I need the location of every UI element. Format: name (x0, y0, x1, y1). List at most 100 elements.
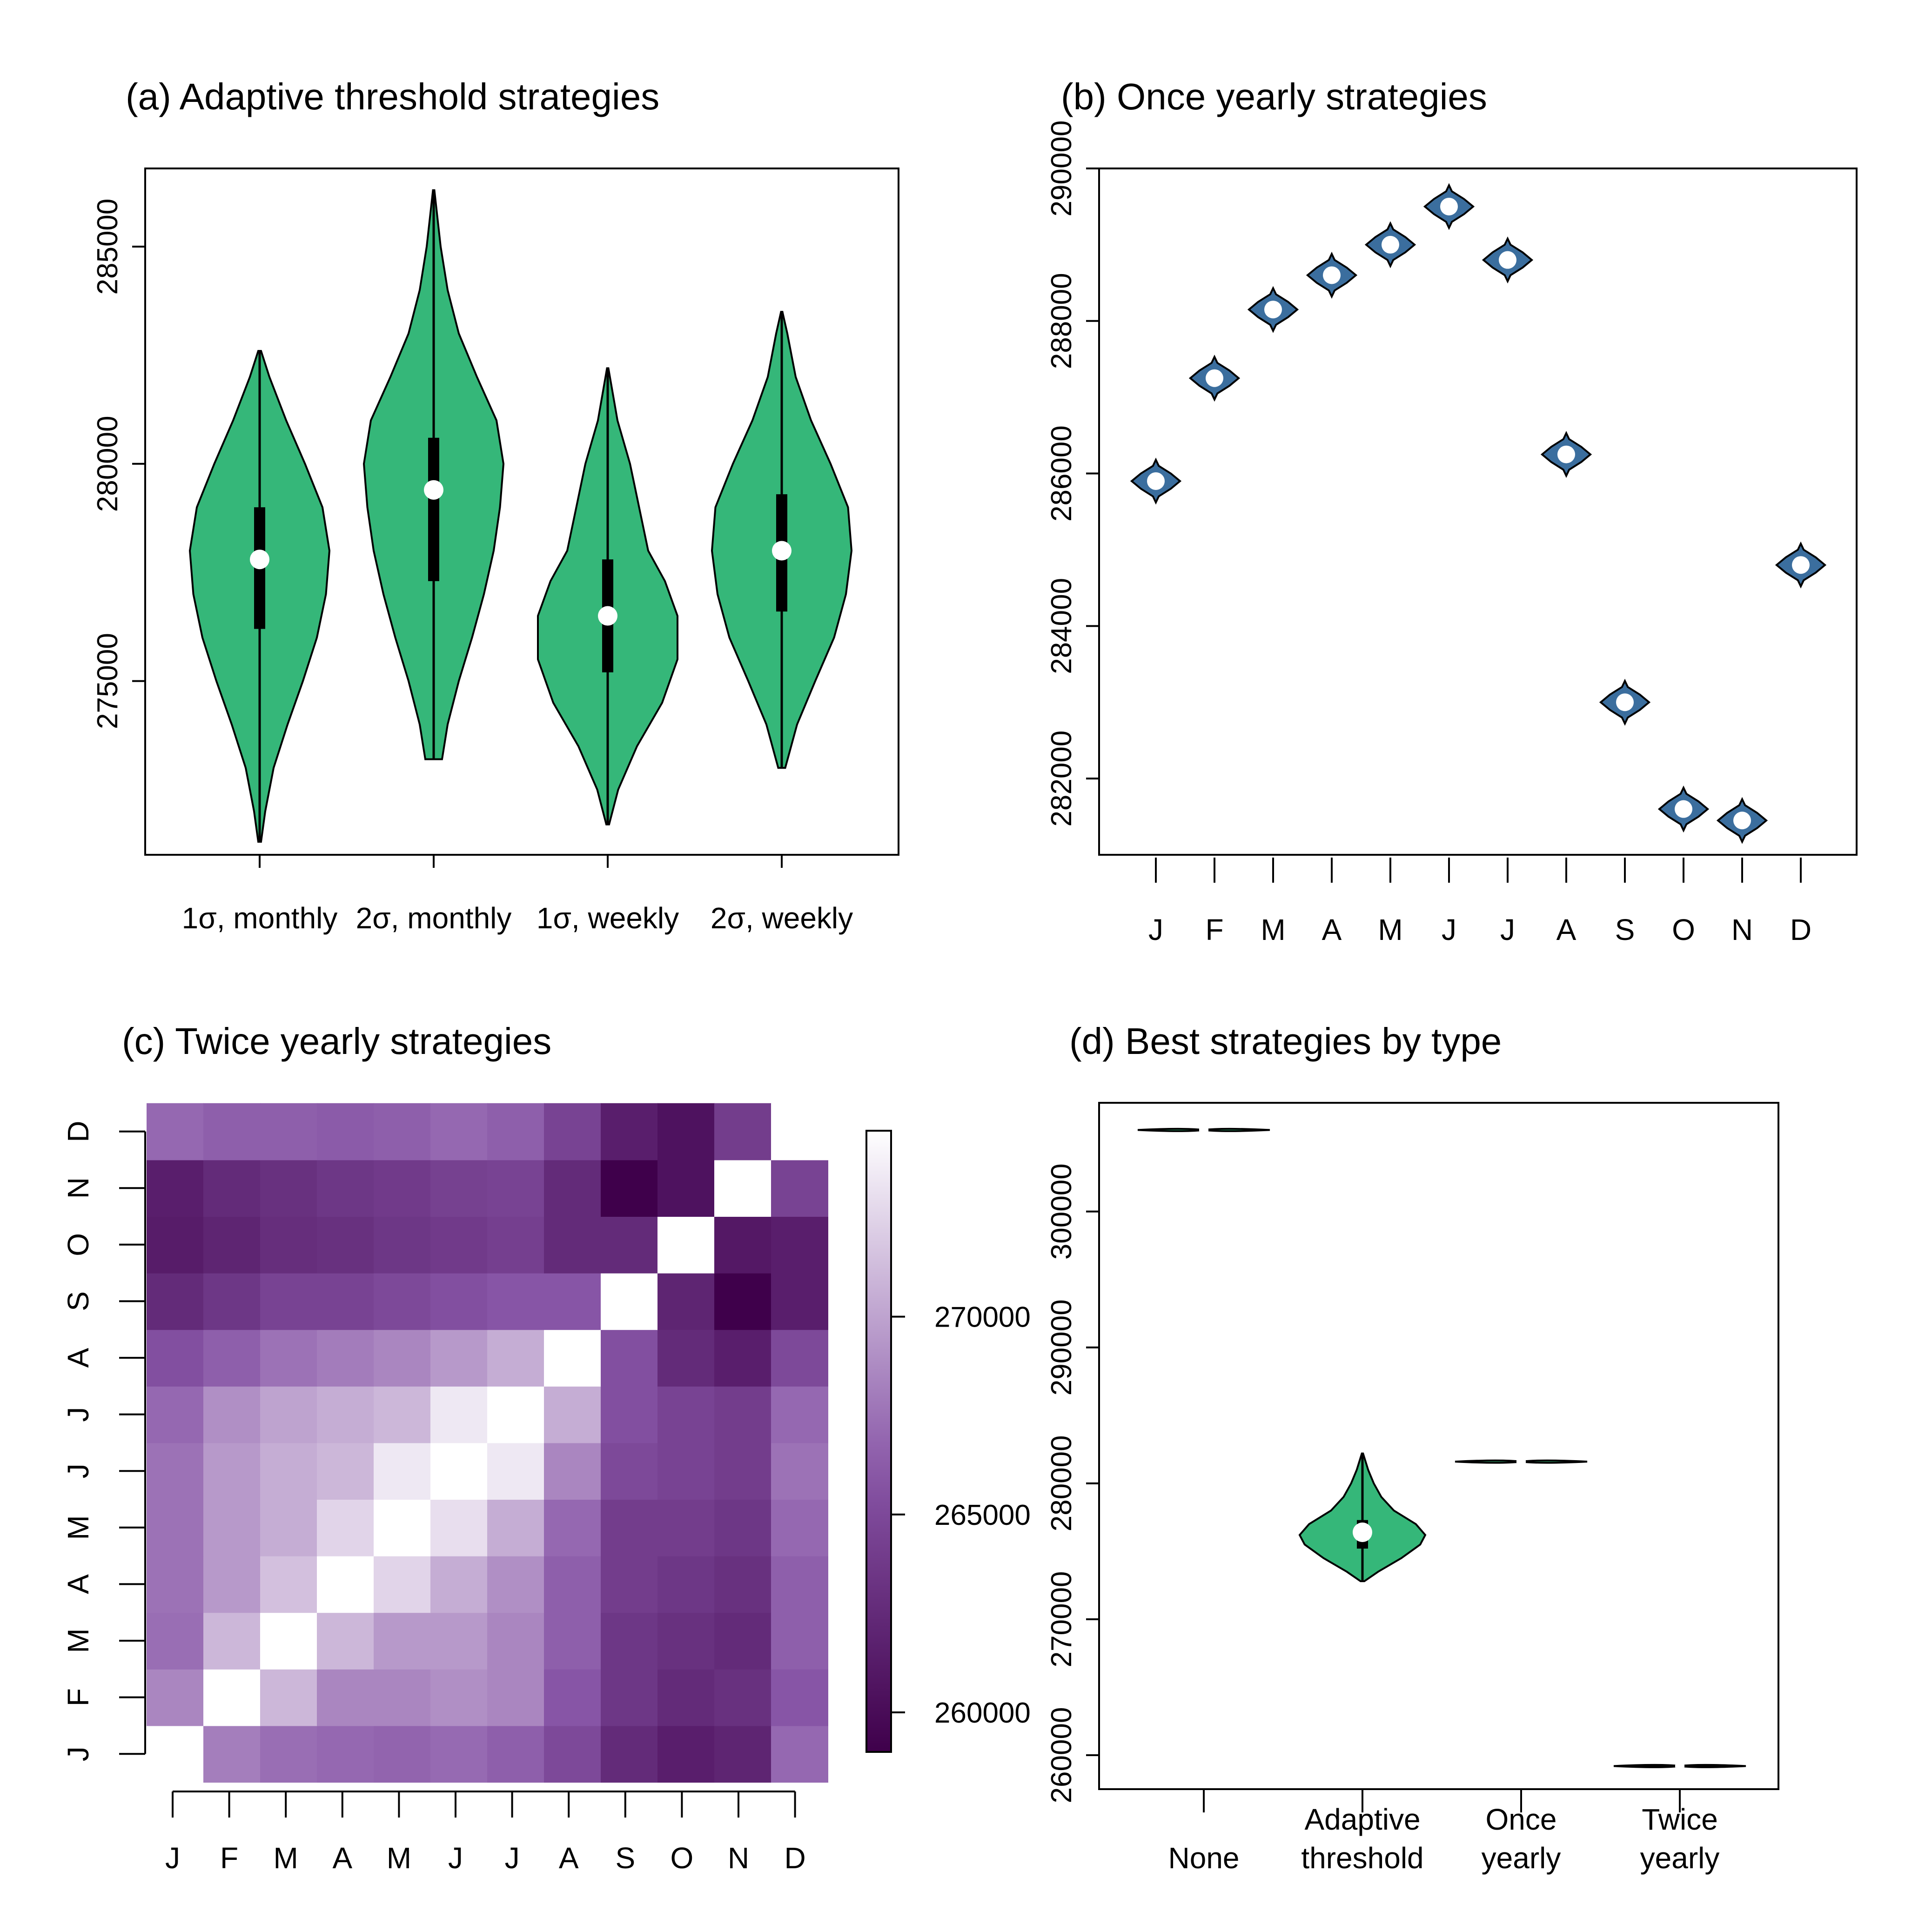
panel-b-ytick-label: 284000 (1046, 578, 1078, 674)
panel-c-ytick-label: A (61, 1348, 95, 1368)
panel-c-heat-cell (260, 1442, 317, 1500)
panel-b-xtick-label: J (1500, 913, 1515, 946)
panel-c-ytick-label: A (61, 1574, 95, 1594)
panel-c-heat-cell (601, 1160, 658, 1217)
panel-c-heat-cell (714, 1556, 771, 1613)
panel-b-xtick-label: J (1148, 913, 1163, 946)
panel-c-heat-cell (657, 1612, 715, 1670)
panel-b-xtick-label: M (1378, 913, 1402, 946)
panel-b-ytick-label: 290000 (1046, 121, 1078, 217)
panel-a-median-point (772, 541, 792, 561)
panel-c-ytick-label: M (61, 1628, 95, 1653)
panel-a-iqr-box (428, 437, 439, 581)
panel-c-heat-cell (317, 1442, 374, 1500)
panel-c-heat-cell (374, 1499, 431, 1556)
panel-c-heat-cell (657, 1442, 715, 1500)
panel-c-heat-cell (260, 1499, 317, 1556)
panel-b-median-point (1382, 235, 1399, 254)
panel-d-xtick-label: threshold (1301, 1841, 1423, 1875)
panel-c-ytick-label: J (61, 1407, 95, 1422)
panel-c-heat-cell (657, 1499, 715, 1556)
panel-c-heat-cell (487, 1273, 544, 1330)
panel-d-ytick-label: 290000 (1046, 1299, 1078, 1395)
panel-c-heat-cell (714, 1442, 771, 1500)
panel-c-heat-cell (203, 1442, 261, 1500)
panel-a-xtick-label: 1σ, weekly (537, 901, 679, 935)
panel-d-median-mark (1675, 1764, 1684, 1768)
panel-c-heat-cell (714, 1725, 771, 1783)
panel-c-heat-cell (487, 1160, 544, 1217)
panel-a-adaptive-threshold: (a) Adaptive threshold strategies 275000… (92, 76, 899, 935)
panel-c-heat-cell (714, 1103, 771, 1161)
panel-d-best-by-type: (d) Best strategies by type 260000 270000… (1046, 1020, 1779, 1875)
panel-d-median-point (1353, 1522, 1372, 1542)
panel-c-heat-cell (487, 1103, 544, 1161)
panel-b-median-point (1440, 197, 1458, 215)
panel-c-heat-cell (714, 1386, 771, 1443)
panel-c-heat-cell (657, 1556, 715, 1613)
panel-a-xtick-label: 2σ, weekly (711, 901, 853, 935)
panel-a-xtick-label: 1σ, monthly (182, 901, 338, 935)
panel-c-ytick-label: S (61, 1291, 95, 1311)
panel-b-ytick-label: 288000 (1046, 273, 1078, 369)
panel-c-heat-cell (430, 1160, 488, 1217)
panel-d-median-mark (1199, 1128, 1208, 1132)
panel-c-heat-cell (260, 1386, 317, 1443)
panel-c-xtick-label: J (165, 1841, 180, 1875)
panel-d-xtick-label: yearly (1482, 1841, 1561, 1875)
panel-a-median-point (424, 480, 443, 500)
panel-c-heat-cell (430, 1612, 488, 1670)
panel-c-heat-cell (430, 1556, 488, 1613)
panel-c-heat-cell (147, 1103, 204, 1161)
panel-b-xtick-label: F (1205, 913, 1223, 946)
panel-c-heat-cell (544, 1442, 601, 1500)
panel-d-ytick-label: 260000 (1046, 1707, 1078, 1804)
panel-c-heat-cell (260, 1725, 317, 1783)
panel-c-heat-cell (714, 1273, 771, 1330)
panel-c-heat-cell (374, 1329, 431, 1387)
panel-c-heat-cell (657, 1725, 715, 1783)
panel-c-heat-cell (317, 1499, 374, 1556)
panel-b-median-point (1733, 812, 1751, 830)
panel-c-colorbar-label: 265000 (934, 1499, 1031, 1531)
panel-c-heat-cell (544, 1329, 601, 1387)
panel-c-heat-cell (317, 1160, 374, 1217)
panel-c-heat-cell (544, 1499, 601, 1556)
panel-d-flat-violin (1613, 1764, 1746, 1768)
panel-c-heat-cell (430, 1499, 488, 1556)
panel-c-heat-cell (544, 1216, 601, 1274)
panel-c-heat-cell (771, 1442, 828, 1500)
panel-c-heat-cell (544, 1103, 601, 1161)
panel-d-plot-area: 260000 270000 280000 290000 300000 None Adapti… (1046, 1102, 1779, 1875)
panel-c-ytick-label: J (61, 1746, 95, 1761)
panel-c-heat-cell (147, 1386, 204, 1443)
panel-c-heat-cell (487, 1556, 544, 1613)
panel-d-xtick-label: Adaptive (1304, 1803, 1420, 1836)
panel-c-heat-cell (544, 1725, 601, 1783)
panel-c-xtick-label: J (448, 1841, 463, 1875)
panel-a-xtick-label: 2σ, monthly (356, 901, 512, 935)
panel-c-heat-cell (374, 1612, 431, 1670)
panel-c-heat-cell (260, 1273, 317, 1330)
panel-c-xtick-label: D (784, 1841, 805, 1875)
panel-d-flat-violin (1455, 1459, 1588, 1464)
panel-c-heat-cell (487, 1442, 544, 1500)
panel-c-heat-cell (374, 1273, 431, 1330)
panel-c-twice-yearly: (c) Twice yearly strategies JFMAMJJASOND… (61, 1020, 1031, 1875)
panel-b-ytick-label: 286000 (1046, 425, 1078, 522)
panel-b-xtick-label: D (1790, 913, 1811, 946)
panel-c-heat-cell (260, 1160, 317, 1217)
panel-c-heat-cell (317, 1725, 374, 1783)
panel-d-ytick-label: 270000 (1046, 1571, 1078, 1667)
panel-c-heat-cell (771, 1612, 828, 1670)
panel-b-title: (b) Once yearly strategies (1061, 76, 1487, 117)
panel-c-heat-cell (657, 1216, 715, 1274)
panel-c-heat-cell (430, 1273, 488, 1330)
panel-c-heat-cell (771, 1499, 828, 1556)
panel-c-heat-cell (771, 1669, 828, 1726)
panel-d-ytick-label: 300000 (1046, 1163, 1078, 1260)
panel-c-heat-cell (430, 1442, 488, 1500)
panel-c-heat-cell (203, 1725, 261, 1783)
panel-c-heat-cell (601, 1386, 658, 1443)
